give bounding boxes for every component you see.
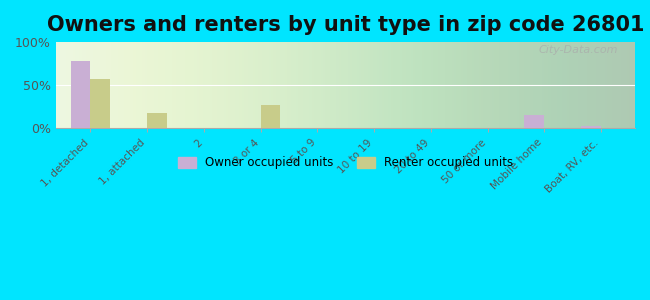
Bar xyxy=(525,116,544,128)
Bar xyxy=(261,105,281,128)
Bar xyxy=(147,113,167,128)
Bar xyxy=(71,61,90,128)
Text: City-Data.com: City-Data.com xyxy=(538,45,617,55)
Bar xyxy=(581,126,601,128)
Bar xyxy=(90,79,110,128)
Title: Owners and renters by unit type in zip code 26801: Owners and renters by unit type in zip c… xyxy=(47,15,644,35)
Legend: Owner occupied units, Renter occupied units: Owner occupied units, Renter occupied un… xyxy=(174,152,518,174)
